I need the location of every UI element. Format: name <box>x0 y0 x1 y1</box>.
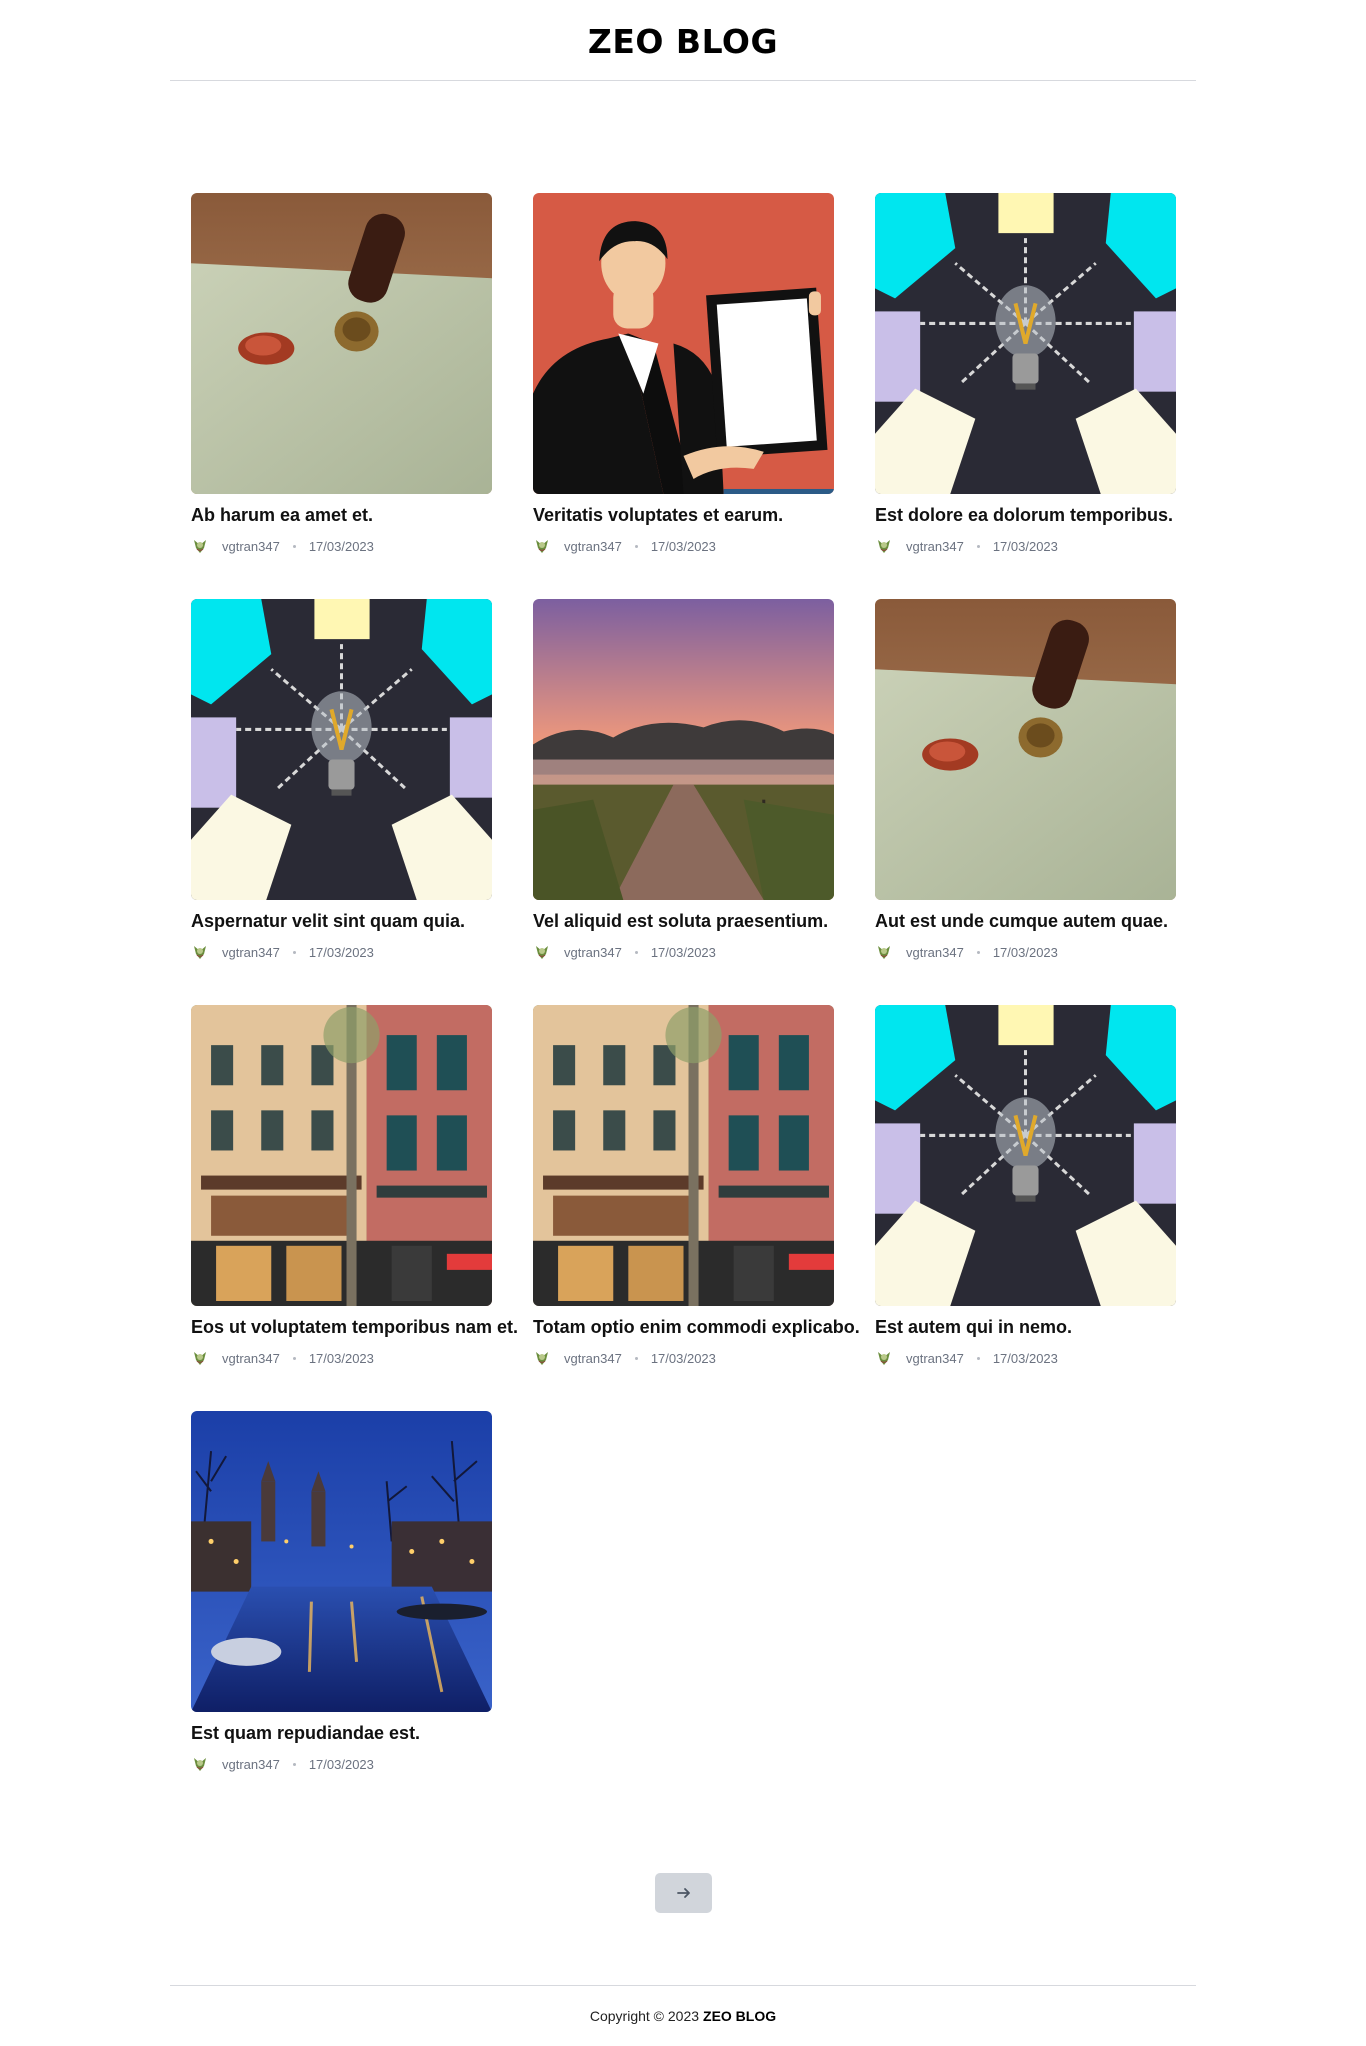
post-title[interactable]: Totam optio enim commodi explicabo. <box>533 1317 860 1337</box>
post-meta: vgtran347 17/03/2023 <box>533 1348 834 1368</box>
post-meta: vgtran347 17/03/2023 <box>533 942 834 962</box>
post-date: 17/03/2023 <box>992 538 1058 554</box>
author-name[interactable]: vgtran347 <box>222 944 280 960</box>
post-thumbnail[interactable] <box>191 193 492 494</box>
post-card[interactable]: Est autem qui in nemo. vgtran347 17/03/2… <box>875 1005 1176 1411</box>
post-thumbnail[interactable] <box>875 599 1176 900</box>
next-page-button[interactable] <box>655 1873 712 1913</box>
post-card[interactable]: Vel aliquid est soluta praesentium. vgtr… <box>533 599 834 1005</box>
post-thumbnail[interactable] <box>191 1411 492 1712</box>
post-card[interactable]: Est quam repudiandae est. vgtran347 17/0… <box>191 1411 492 1817</box>
post-title[interactable]: Est quam repudiandae est. <box>191 1723 421 1743</box>
author-avatar <box>875 943 893 961</box>
author-name[interactable]: vgtran347 <box>564 944 622 960</box>
site-footer: Copyright © 2023 ZEO BLOG <box>170 1985 1196 2046</box>
post-date: 17/03/2023 <box>992 944 1058 960</box>
post-thumbnail[interactable] <box>191 1005 492 1306</box>
post-thumbnail[interactable] <box>875 1005 1176 1306</box>
post-title[interactable]: Est dolore ea dolorum temporibus. <box>875 505 1174 525</box>
separator-dot <box>976 544 980 548</box>
post-date: 17/03/2023 <box>650 538 716 554</box>
post-date: 17/03/2023 <box>650 1350 716 1366</box>
separator-dot <box>292 1762 296 1766</box>
author-name[interactable]: vgtran347 <box>906 944 964 960</box>
author-avatar <box>533 943 551 961</box>
post-date: 17/03/2023 <box>992 1350 1058 1366</box>
post-card[interactable]: Totam optio enim commodi explicabo. vgtr… <box>533 1005 860 1411</box>
post-date: 17/03/2023 <box>308 1350 374 1366</box>
post-card[interactable]: Veritatis voluptates et earum. vgtran347… <box>533 193 834 599</box>
post-card[interactable]: Est dolore ea dolorum temporibus. vgtran… <box>875 193 1176 599</box>
post-title[interactable]: Aspernatur velit sint quam quia. <box>191 911 466 931</box>
separator-dot <box>292 1356 296 1360</box>
post-date: 17/03/2023 <box>308 944 374 960</box>
post-card[interactable]: Aspernatur velit sint quam quia. vgtran3… <box>191 599 492 1005</box>
post-thumbnail[interactable] <box>875 193 1176 494</box>
post-meta: vgtran347 17/03/2023 <box>875 942 1176 962</box>
post-date: 17/03/2023 <box>650 944 716 960</box>
post-thumbnail[interactable] <box>533 599 834 900</box>
site-header: ZEO BLOG <box>170 0 1196 81</box>
author-name[interactable]: vgtran347 <box>906 538 964 554</box>
author-name[interactable]: vgtran347 <box>564 1350 622 1366</box>
footer-brand[interactable]: ZEO BLOG <box>703 2008 777 2024</box>
post-title[interactable]: Vel aliquid est soluta praesentium. <box>533 911 829 931</box>
post-meta: vgtran347 17/03/2023 <box>533 536 834 556</box>
author-avatar <box>875 1349 893 1367</box>
author-name[interactable]: vgtran347 <box>222 1350 280 1366</box>
author-avatar <box>533 1349 551 1367</box>
author-avatar <box>191 537 209 555</box>
post-meta: vgtran347 17/03/2023 <box>191 1348 492 1368</box>
separator-dot <box>634 1356 638 1360</box>
author-name[interactable]: vgtran347 <box>564 538 622 554</box>
post-thumbnail[interactable] <box>191 599 492 900</box>
separator-dot <box>976 950 980 954</box>
post-grid: Ab harum ea amet et. vgtran347 17/03/202… <box>191 193 1176 1817</box>
post-title[interactable]: Eos ut voluptatem temporibus nam et. <box>191 1317 519 1337</box>
separator-dot <box>634 544 638 548</box>
copyright-text: Copyright © 2023 <box>589 2008 700 2024</box>
site-title[interactable]: ZEO BLOG <box>587 21 779 61</box>
author-name[interactable]: vgtran347 <box>222 1756 280 1772</box>
separator-dot <box>292 950 296 954</box>
author-avatar <box>191 943 209 961</box>
author-name[interactable]: vgtran347 <box>906 1350 964 1366</box>
post-meta: vgtran347 17/03/2023 <box>191 1754 492 1774</box>
post-title[interactable]: Ab harum ea amet et. <box>191 505 374 525</box>
separator-dot <box>976 1356 980 1360</box>
post-title[interactable]: Aut est unde cumque autem quae. <box>875 911 1169 931</box>
author-name[interactable]: vgtran347 <box>222 538 280 554</box>
post-title[interactable]: Veritatis voluptates et earum. <box>533 505 784 525</box>
post-card[interactable]: Aut est unde cumque autem quae. vgtran34… <box>875 599 1176 1005</box>
post-card[interactable]: Ab harum ea amet et. vgtran347 17/03/202… <box>191 193 492 599</box>
post-meta: vgtran347 17/03/2023 <box>191 942 492 962</box>
author-avatar <box>191 1349 209 1367</box>
post-date: 17/03/2023 <box>308 538 374 554</box>
post-meta: vgtran347 17/03/2023 <box>875 1348 1176 1368</box>
post-thumbnail[interactable] <box>533 193 834 494</box>
separator-dot <box>292 544 296 548</box>
author-avatar <box>875 537 893 555</box>
arrow-right-icon <box>676 1888 690 1898</box>
author-avatar <box>191 1755 209 1773</box>
post-meta: vgtran347 17/03/2023 <box>875 536 1176 556</box>
post-title[interactable]: Est autem qui in nemo. <box>875 1317 1073 1337</box>
separator-dot <box>634 950 638 954</box>
post-thumbnail[interactable] <box>533 1005 834 1306</box>
post-card[interactable]: Eos ut voluptatem temporibus nam et. vgt… <box>191 1005 519 1411</box>
author-avatar <box>533 537 551 555</box>
post-meta: vgtran347 17/03/2023 <box>191 536 492 556</box>
post-date: 17/03/2023 <box>308 1756 374 1772</box>
